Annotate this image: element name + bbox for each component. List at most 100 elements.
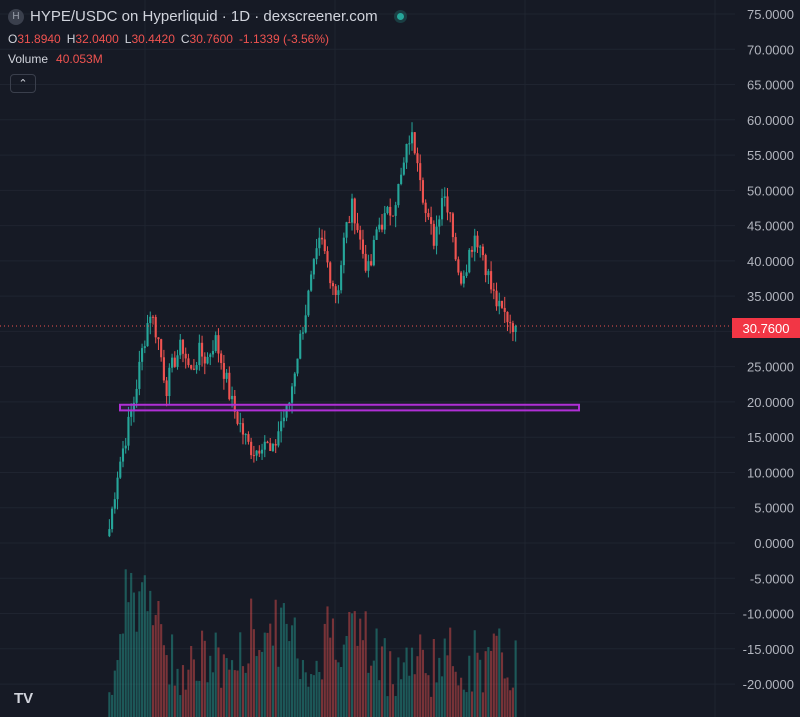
- y-tick-label: 20.0000: [747, 395, 794, 410]
- candle-body: [318, 237, 321, 249]
- candle-body: [334, 286, 337, 295]
- volume-bar: [214, 632, 217, 717]
- volume-bar: [443, 638, 446, 717]
- candle-body: [274, 443, 277, 446]
- candle-body: [165, 380, 168, 397]
- candle-body: [506, 311, 509, 323]
- candle-body: [375, 229, 378, 240]
- y-tick-label: 75.0000: [747, 7, 794, 22]
- volume-bar: [220, 687, 223, 717]
- volume-bar: [217, 647, 220, 717]
- candle-body: [427, 213, 430, 218]
- volume-bar: [222, 654, 225, 717]
- change-value: -1.1339 (-3.56%): [238, 32, 329, 46]
- candle-body: [214, 335, 217, 352]
- volume-bar: [250, 598, 253, 717]
- candle-body: [323, 239, 326, 252]
- volume-bar: [370, 665, 373, 717]
- candle-body: [149, 316, 152, 324]
- volume-bar: [331, 618, 335, 717]
- candle-body: [457, 259, 460, 273]
- volume-bar: [391, 684, 394, 717]
- candle-body: [290, 386, 294, 403]
- volume-bar: [157, 600, 160, 717]
- volume-bar: [173, 685, 176, 717]
- candle-body: [301, 332, 305, 334]
- candle-body: [484, 255, 487, 276]
- candle-body: [416, 153, 419, 164]
- volume-bar: [121, 633, 125, 717]
- candle-body: [367, 261, 370, 271]
- candle-body: [119, 461, 122, 478]
- chevron-up-icon: ⌃: [18, 78, 28, 90]
- volume-bar: [361, 640, 365, 717]
- volume-bar: [454, 671, 457, 717]
- candle-body: [239, 423, 242, 425]
- candle-body: [260, 449, 264, 454]
- volume-bar: [151, 625, 155, 717]
- volume-bar: [247, 663, 250, 717]
- volume-bar: [307, 686, 310, 717]
- candle-body: [470, 249, 474, 252]
- candle-body: [304, 315, 307, 333]
- low-value: 30.4420: [131, 32, 175, 46]
- candle-body: [460, 272, 463, 284]
- volume-bar: [130, 572, 133, 717]
- candle-body: [454, 237, 457, 260]
- volume-bar: [111, 694, 114, 717]
- candle-body: [154, 317, 157, 338]
- candle-body: [509, 322, 512, 324]
- volume-bar: [506, 677, 509, 717]
- candle-body: [331, 283, 335, 287]
- volume-bar: [315, 660, 318, 717]
- candle-body: [500, 300, 504, 308]
- candle-body: [492, 289, 495, 291]
- volume-bar: [209, 655, 212, 717]
- volume-bar: [481, 692, 484, 717]
- volume-bar: [356, 645, 359, 717]
- candle-body: [190, 365, 193, 369]
- volume-bar: [244, 672, 247, 717]
- symbol-icon: H: [8, 8, 24, 25]
- candle-body: [258, 450, 261, 454]
- volume-bar: [239, 632, 242, 717]
- volume-bar: [143, 575, 146, 717]
- candle-body: [271, 443, 275, 451]
- volume-bar: [135, 631, 138, 717]
- volume-bar: [503, 678, 506, 717]
- volume-bar: [271, 645, 275, 717]
- volume-bar: [282, 603, 285, 717]
- candle-body: [168, 367, 171, 397]
- collapse-legend-button[interactable]: ⌃: [10, 74, 36, 93]
- volume-bar: [290, 625, 294, 717]
- candle-body: [413, 132, 416, 154]
- volume-bar: [296, 658, 299, 717]
- volume-bar: [171, 634, 174, 717]
- ohlc-legend: O31.8940 H32.0400 L30.4420 C30.7600 -1.1…: [8, 32, 329, 46]
- y-tick-label: 35.0000: [747, 289, 794, 304]
- volume-bar: [514, 640, 517, 717]
- candle-body: [476, 235, 479, 248]
- volume-bar: [179, 695, 182, 717]
- volume-bar: [280, 607, 283, 717]
- volume-bar: [181, 665, 185, 717]
- volume-bar: [402, 662, 405, 717]
- open-label: O: [8, 32, 18, 46]
- candle-body: [394, 205, 397, 216]
- candle-body: [173, 357, 176, 367]
- candle-body: [206, 356, 209, 364]
- candle-body: [451, 213, 454, 238]
- volume-bar: [269, 623, 272, 717]
- candle-body: [364, 253, 367, 271]
- candle-body: [430, 217, 433, 224]
- candle-body: [138, 361, 141, 389]
- volume-bar: [132, 592, 135, 717]
- candle-body: [179, 339, 182, 356]
- volume-bar: [446, 655, 449, 717]
- candle-body: [378, 224, 381, 230]
- candle-body: [402, 162, 405, 175]
- candle-body: [440, 197, 444, 220]
- volume-bar: [383, 638, 386, 717]
- volume-bar: [236, 670, 239, 717]
